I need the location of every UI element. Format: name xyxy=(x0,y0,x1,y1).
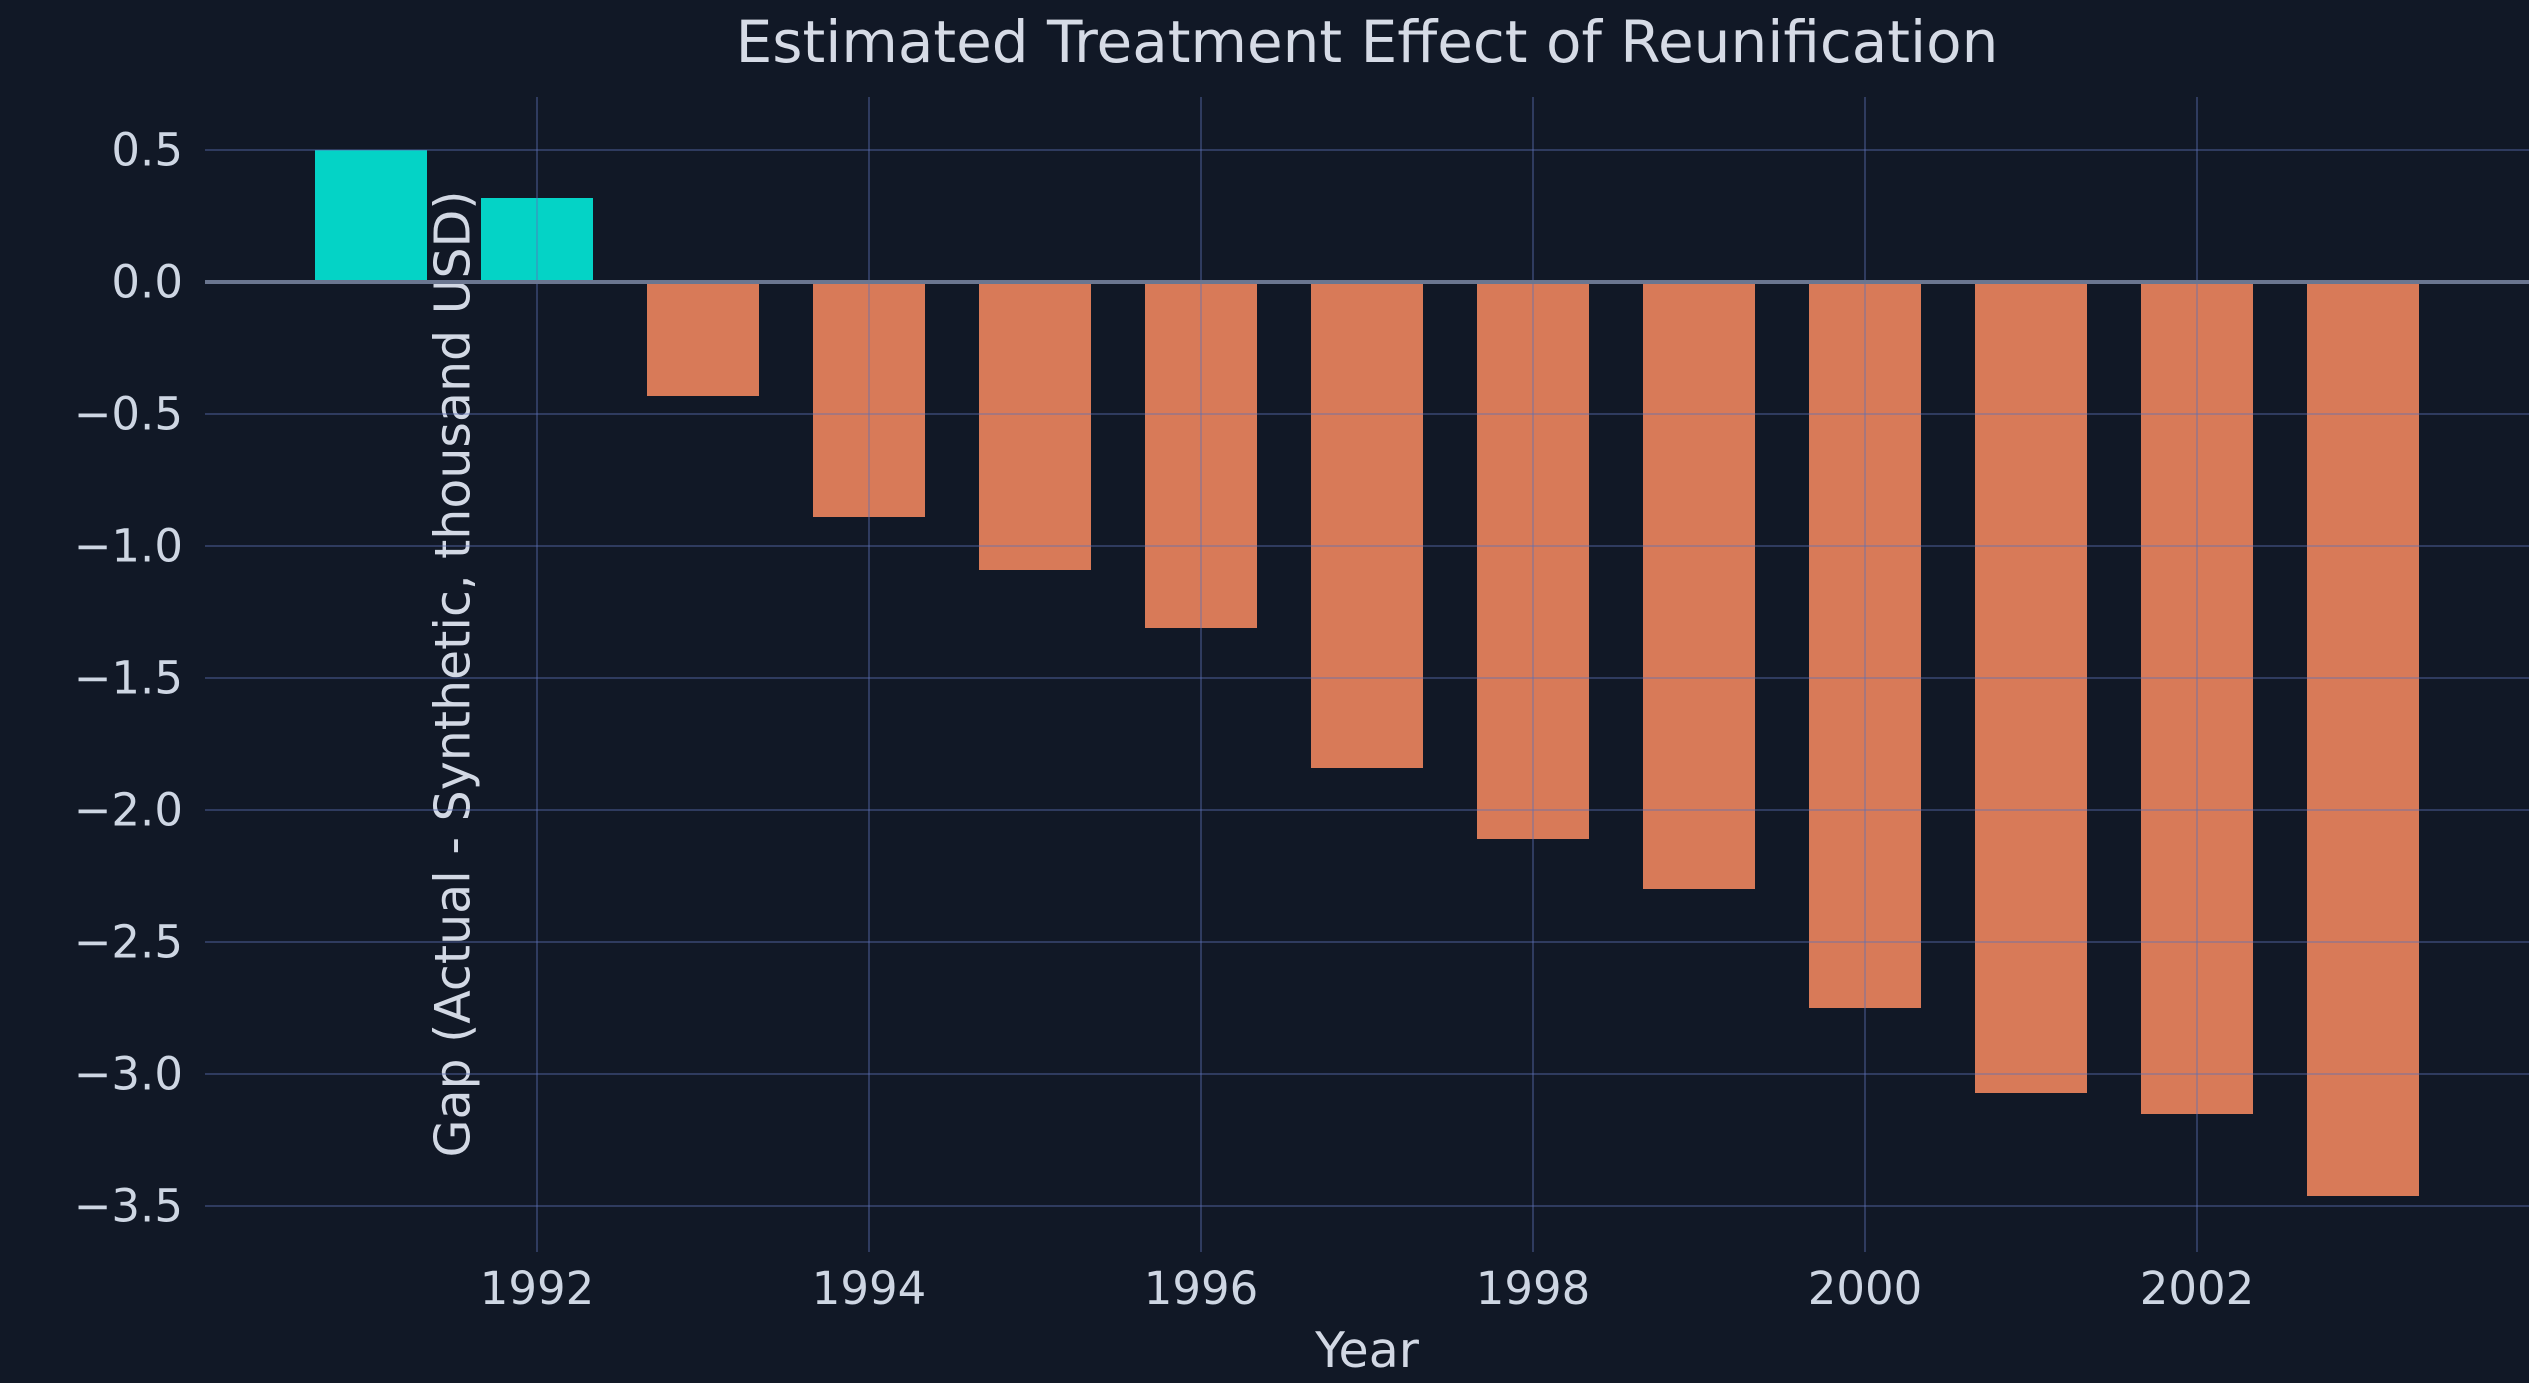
x-tick-label-1998: 1998 xyxy=(1475,1262,1591,1315)
v-gridline-1994 xyxy=(868,97,870,1252)
x-axis-label: Year xyxy=(1315,1322,1419,1379)
h-gridline-0.5 xyxy=(205,149,2529,152)
h-gridline--2 xyxy=(205,809,2529,812)
bar-1992 xyxy=(480,197,594,283)
y-tick-label--3.5: −3.5 xyxy=(73,1179,183,1233)
plot-area xyxy=(205,97,2529,1252)
v-gridline-1992 xyxy=(536,97,538,1252)
y-tick-label-0: 0.0 xyxy=(111,255,183,309)
y-tick-label--2.5: −2.5 xyxy=(73,915,183,969)
h-gridline--1 xyxy=(205,545,2529,548)
x-tick-label-1994: 1994 xyxy=(811,1262,927,1315)
x-tick-label-2000: 2000 xyxy=(1807,1262,1923,1315)
y-tick-label--1: −1.0 xyxy=(73,519,183,573)
y-tick-label--0.5: −0.5 xyxy=(73,387,183,441)
v-gridline-1996 xyxy=(1200,97,1202,1252)
bar-1998 xyxy=(1476,282,1590,840)
y-tick-label--2: −2.0 xyxy=(73,783,183,837)
h-gridline--3.5 xyxy=(205,1205,2529,1208)
h-gridline--0.5 xyxy=(205,413,2529,416)
bar-2000 xyxy=(1808,282,1922,1009)
bar-2002 xyxy=(2140,282,2254,1114)
v-gridline-1998 xyxy=(1532,97,1534,1252)
y-tick-label--3: −3.0 xyxy=(73,1047,183,1101)
h-gridline--2.5 xyxy=(205,941,2529,944)
bar-2003 xyxy=(2306,282,2420,1196)
bar-1996 xyxy=(1144,282,1258,628)
bar-2001 xyxy=(1974,282,2088,1093)
y-tick-label-0.5: 0.5 xyxy=(111,123,183,177)
bar-1997 xyxy=(1310,282,1424,768)
chart-title: Estimated Treatment Effect of Reunificat… xyxy=(735,8,1999,76)
x-tick-label-1992: 1992 xyxy=(479,1262,595,1315)
v-gridline-2000 xyxy=(1864,97,1866,1252)
x-tick-label-2002: 2002 xyxy=(2139,1262,2255,1315)
v-gridline-2002 xyxy=(2196,97,2198,1252)
zero-axis-line xyxy=(205,280,2529,285)
y-tick-label--1.5: −1.5 xyxy=(73,651,183,705)
bar-1994 xyxy=(812,282,926,518)
h-gridline--1.5 xyxy=(205,677,2529,680)
bar-1999 xyxy=(1642,282,1756,890)
bar-1993 xyxy=(646,282,760,396)
bar-1991 xyxy=(314,150,428,283)
bar-1995 xyxy=(978,282,1092,570)
x-tick-label-1996: 1996 xyxy=(1143,1262,1259,1315)
h-gridline--3 xyxy=(205,1073,2529,1076)
